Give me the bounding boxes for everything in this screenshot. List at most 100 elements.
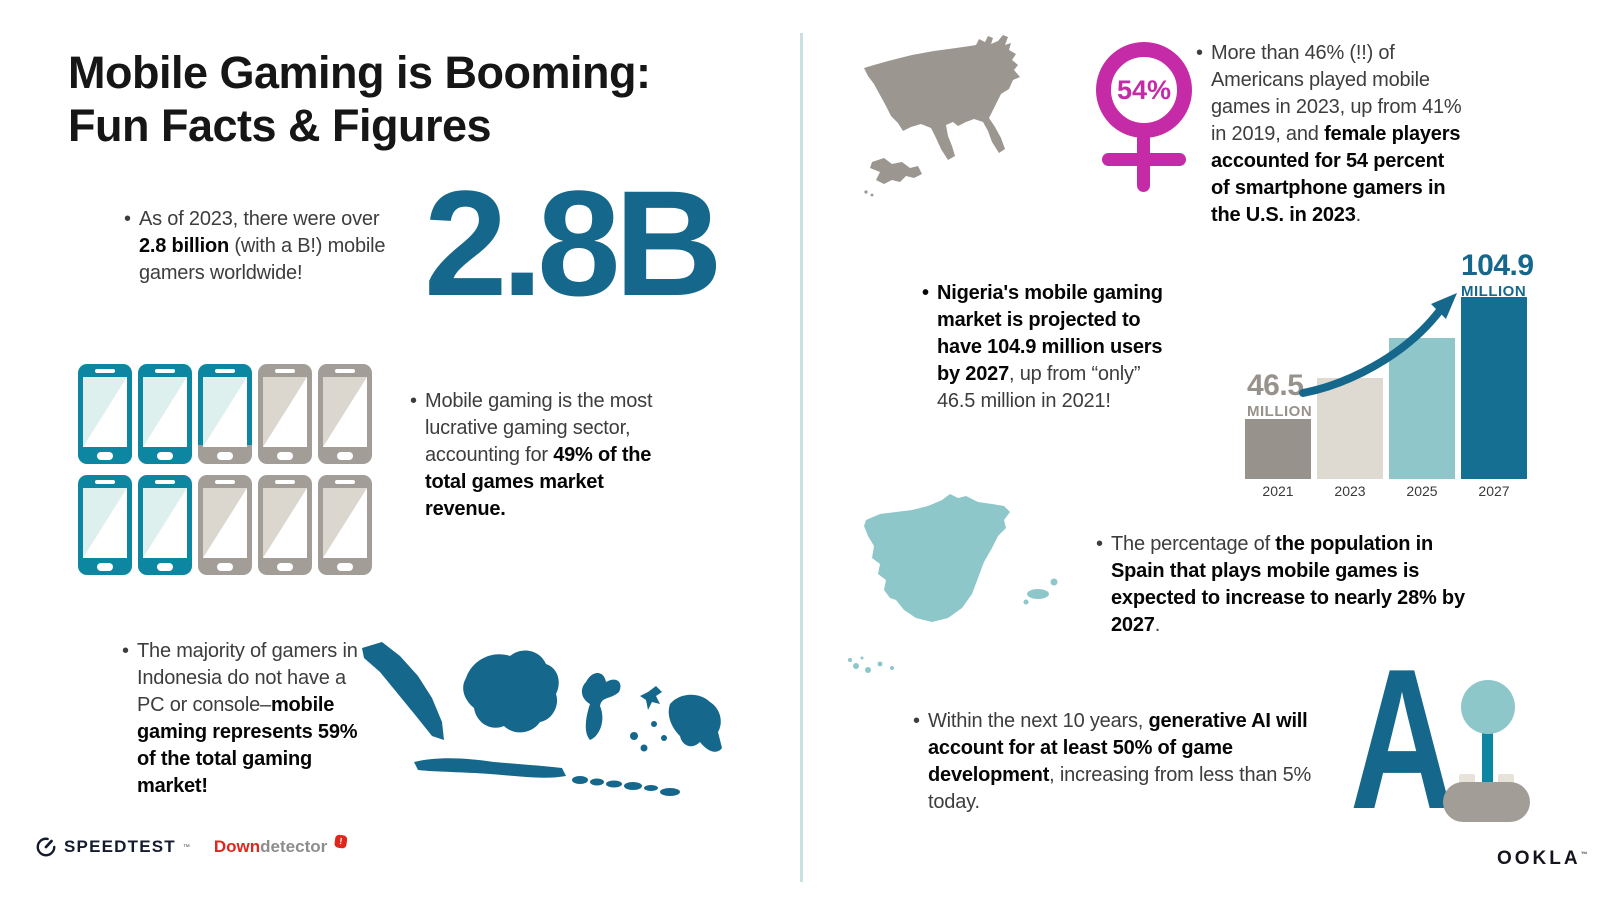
footer: SPEEDTEST ™ Downdetector !	[35, 833, 348, 858]
bullet-icon: •	[1196, 42, 1203, 64]
phone-speaker	[215, 369, 235, 373]
bullet-icon: •	[913, 710, 920, 732]
chart-bar-2025	[1389, 338, 1455, 479]
fact-nigeria: • Nigeria's mobile gaming market is proje…	[922, 280, 1177, 415]
phone-speaker	[335, 480, 355, 484]
phone-speaker	[95, 369, 115, 373]
fact-spain: • The percentage of the population in Spa…	[1096, 533, 1465, 636]
phone-icon	[138, 364, 192, 464]
downdetector-label-detector: detector	[260, 837, 328, 856]
bullet-icon: •	[124, 208, 131, 230]
nigeria-users-chart: 46.5 MILLION 104.9 MILLION 2021 2023 202…	[1245, 245, 1534, 507]
fact-indonesia: • The majority of gamers in Indonesia do …	[122, 638, 370, 800]
phone-speaker	[155, 369, 175, 373]
phone-icon	[258, 364, 312, 464]
speedtest-label: SPEEDTEST	[64, 837, 176, 856]
chart-year-label: 2025	[1406, 483, 1438, 499]
phone-home-button	[97, 563, 113, 571]
bullet-icon: •	[410, 390, 417, 412]
page-title-line1: Mobile Gaming is Booming:	[68, 47, 651, 98]
fact-revenue-bold: 49% of the total games market revenue.	[425, 444, 652, 520]
phone-screen	[83, 488, 127, 558]
chart-year-label: 2023	[1334, 483, 1366, 499]
phone-speaker	[215, 480, 235, 484]
chart-label-start: 46.5 MILLION	[1247, 369, 1313, 420]
phone-speaker	[275, 369, 295, 373]
female-badge-54: 54%	[1116, 74, 1172, 105]
chart-bar-2021	[1245, 419, 1311, 479]
big-stat-2-8b: 2.8B	[424, 159, 723, 327]
phone-icon	[318, 364, 372, 464]
column-divider	[800, 33, 803, 882]
joystick-icon	[1459, 774, 1475, 784]
speedtest-gauge-icon	[36, 837, 56, 857]
phone-home-button	[217, 563, 233, 571]
phone-home-button	[277, 563, 293, 571]
phone-screen	[323, 377, 367, 447]
phone-icon	[78, 364, 132, 464]
fact-ai-text: Within the next 10 years,	[928, 710, 1149, 732]
phone-grid	[78, 364, 372, 575]
fact-ai-bold: generative AI will account for at least …	[928, 710, 1308, 786]
fact-spain-text: The percentage of	[1111, 533, 1276, 555]
fact-revenue-text: Mobile gaming is the most lucrative gami…	[425, 390, 653, 466]
fact-usa-bold: female players accounted for 54 percent …	[1211, 123, 1461, 226]
phone-home-button	[157, 452, 173, 460]
chart-label-end: 104.9 MILLION	[1461, 249, 1534, 300]
downdetector-label-down: Down	[213, 837, 261, 856]
phone-speaker	[335, 369, 355, 373]
fact-nigeria-text: , up from “only” 46.5 million in 2021!	[937, 363, 1141, 412]
joystick-icon	[1482, 730, 1493, 786]
trademark-glyph: ™	[1580, 851, 1591, 859]
indonesia-map	[362, 642, 722, 796]
downdetector-logo: Downdetector !	[213, 833, 348, 857]
phone-speaker	[95, 480, 115, 484]
fact-gamers-bold: 2.8 billion	[139, 235, 230, 257]
us-map	[864, 35, 1020, 197]
page-title-line2: Fun Facts & Figures	[68, 100, 492, 151]
phone-icon	[138, 475, 192, 575]
phone-speaker	[275, 480, 295, 484]
fact-nigeria-bold: Nigeria's mobile gaming market is projec…	[937, 282, 1163, 385]
phone-screen	[203, 488, 247, 558]
ookla-logo: OOKLA™	[1497, 848, 1591, 869]
phone-screen	[203, 377, 247, 447]
phone-screen	[143, 377, 187, 447]
chart-bar-2027	[1461, 297, 1527, 479]
phone-icon	[198, 364, 252, 464]
fact-indonesia-text: The majority of gamers in Indonesia do n…	[137, 640, 358, 716]
joystick-icon	[1461, 680, 1515, 734]
ai-monogram: A	[1350, 628, 1454, 851]
phone-home-button	[277, 452, 293, 460]
phone-screen	[143, 488, 187, 558]
bullet-icon: •	[122, 640, 129, 662]
fact-spain-bold: the population in Spain that plays mobil…	[1111, 533, 1465, 636]
joystick-icon	[1498, 774, 1514, 784]
trademark-glyph: ™	[182, 843, 190, 851]
phone-speaker	[155, 480, 175, 484]
phone-home-button	[97, 452, 113, 460]
spain-map	[848, 494, 1058, 673]
phone-screen	[263, 488, 307, 558]
chart-bar-2023	[1317, 378, 1383, 479]
joystick-icon	[1443, 782, 1530, 822]
phone-home-button	[217, 452, 233, 460]
speedtest-logo: SPEEDTEST ™	[35, 836, 190, 858]
bullet-icon: •	[1096, 533, 1103, 555]
phone-screen	[323, 488, 367, 558]
phone-home-button	[157, 563, 173, 571]
downdetector-alert-icon: !	[334, 833, 348, 849]
phone-home-button	[337, 563, 353, 571]
fact-usa-text: More than 46% (!!) of Americans played m…	[1211, 42, 1462, 145]
fact-usa: • More than 46% (!!) of Americans played …	[1196, 42, 1462, 226]
phone-icon	[198, 475, 252, 575]
female-symbol-icon	[1102, 153, 1186, 166]
phone-screen	[263, 377, 307, 447]
fact-indonesia-bold: mobile gaming represents 59% of the tota…	[137, 694, 358, 797]
phone-icon	[318, 475, 372, 575]
fact-revenue: • Mobile gaming is the most lucrative gam…	[410, 388, 660, 523]
phone-icon	[78, 475, 132, 575]
chart-year-label: 2027	[1478, 483, 1510, 499]
fact-gamers-text: As of 2023, there were over	[139, 208, 380, 230]
